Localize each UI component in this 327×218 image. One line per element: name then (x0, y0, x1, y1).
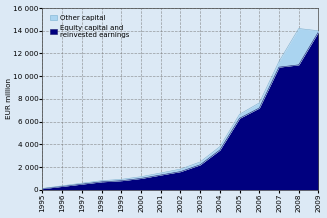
Y-axis label: EUR million: EUR million (6, 78, 11, 119)
Legend: Other capital, Equity capital and
reinvested earnings: Other capital, Equity capital and reinve… (49, 13, 130, 39)
